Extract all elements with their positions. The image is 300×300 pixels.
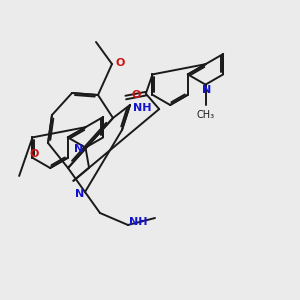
Text: NH: NH [133,103,152,112]
Text: O: O [29,149,39,159]
Text: NH: NH [129,217,148,226]
Text: CH₃: CH₃ [196,110,214,119]
Text: N: N [202,85,211,95]
Text: N: N [75,189,84,200]
Text: O: O [115,58,124,68]
Text: N: N [74,144,83,154]
Text: O: O [132,89,141,100]
